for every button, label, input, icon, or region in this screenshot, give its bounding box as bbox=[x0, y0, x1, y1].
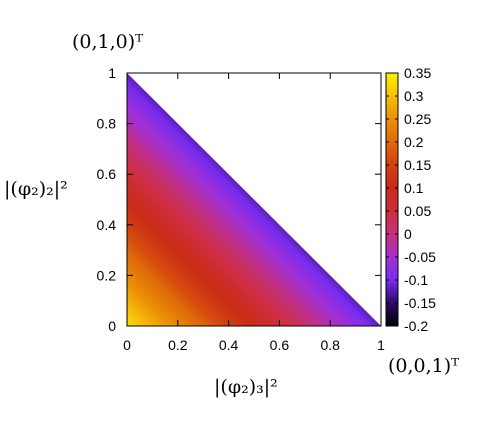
colorbar-tick-label: 0.25 bbox=[404, 111, 431, 127]
plot-area bbox=[126, 72, 382, 327]
colorbar-ticks: -0.2 -0.15 -0.1 -0.05 0 0.05 0.1 0.15 0.2 0.25 0.3… bbox=[386, 65, 436, 334]
x-tick-label: 0.2 bbox=[168, 337, 188, 353]
x-tick-label: 0.8 bbox=[320, 337, 340, 353]
colorbar-tick-label: 0.2 bbox=[404, 134, 424, 150]
colorbar-tick-label: 0.3 bbox=[404, 88, 424, 104]
y-tick-label: 0.8 bbox=[97, 116, 117, 132]
colorbar-tick-label: -0.15 bbox=[404, 295, 436, 311]
y-tick-label: 0 bbox=[108, 318, 116, 334]
heatmap-triangle bbox=[127, 73, 381, 326]
colorbar-tick-label: 0 bbox=[404, 226, 412, 242]
y-axis-ticks: 0 0.2 0.4 0.6 0.8 1 bbox=[97, 65, 381, 334]
x-tick-label: 0.6 bbox=[270, 337, 290, 353]
y-tick-label: 1 bbox=[108, 65, 116, 81]
colorbar-tick-label: 0.1 bbox=[404, 180, 424, 196]
corner-label-top: (0,1,0)ᵀ bbox=[72, 31, 143, 53]
colorbar: -0.2 -0.15 -0.1 -0.05 0 0.05 0.1 0.15 0.2 0.25 0.3… bbox=[385, 65, 436, 334]
colorbar-tick-label: 0.35 bbox=[404, 65, 431, 81]
x-tick-label: 1 bbox=[377, 337, 385, 353]
colorbar-tick-label: -0.1 bbox=[404, 272, 428, 288]
colorbar-tick-label: -0.05 bbox=[404, 249, 436, 265]
x-axis-label: |(φ₂)₃|² bbox=[214, 376, 278, 398]
colorbar-tick-label: 0.15 bbox=[404, 157, 431, 173]
x-tick-label: 0 bbox=[123, 337, 131, 353]
colorbar-tick-label: -0.2 bbox=[404, 318, 428, 334]
corner-label-right: (0,0,1)ᵀ bbox=[388, 355, 459, 377]
plot-frame bbox=[126, 72, 382, 327]
y-tick-label: 0.4 bbox=[97, 217, 117, 233]
y-tick-label: 0.6 bbox=[97, 166, 117, 182]
x-axis-ticks: 0 0.2 0.4 0.6 0.8 1 bbox=[123, 73, 385, 353]
colorbar-tick-label: 0.05 bbox=[404, 203, 431, 219]
y-tick-label: 0.2 bbox=[97, 267, 117, 283]
colorbar-gradient bbox=[385, 72, 399, 327]
y-axis-label: |(φ₂)₂|² bbox=[4, 178, 68, 200]
x-tick-label: 0.4 bbox=[219, 337, 239, 353]
